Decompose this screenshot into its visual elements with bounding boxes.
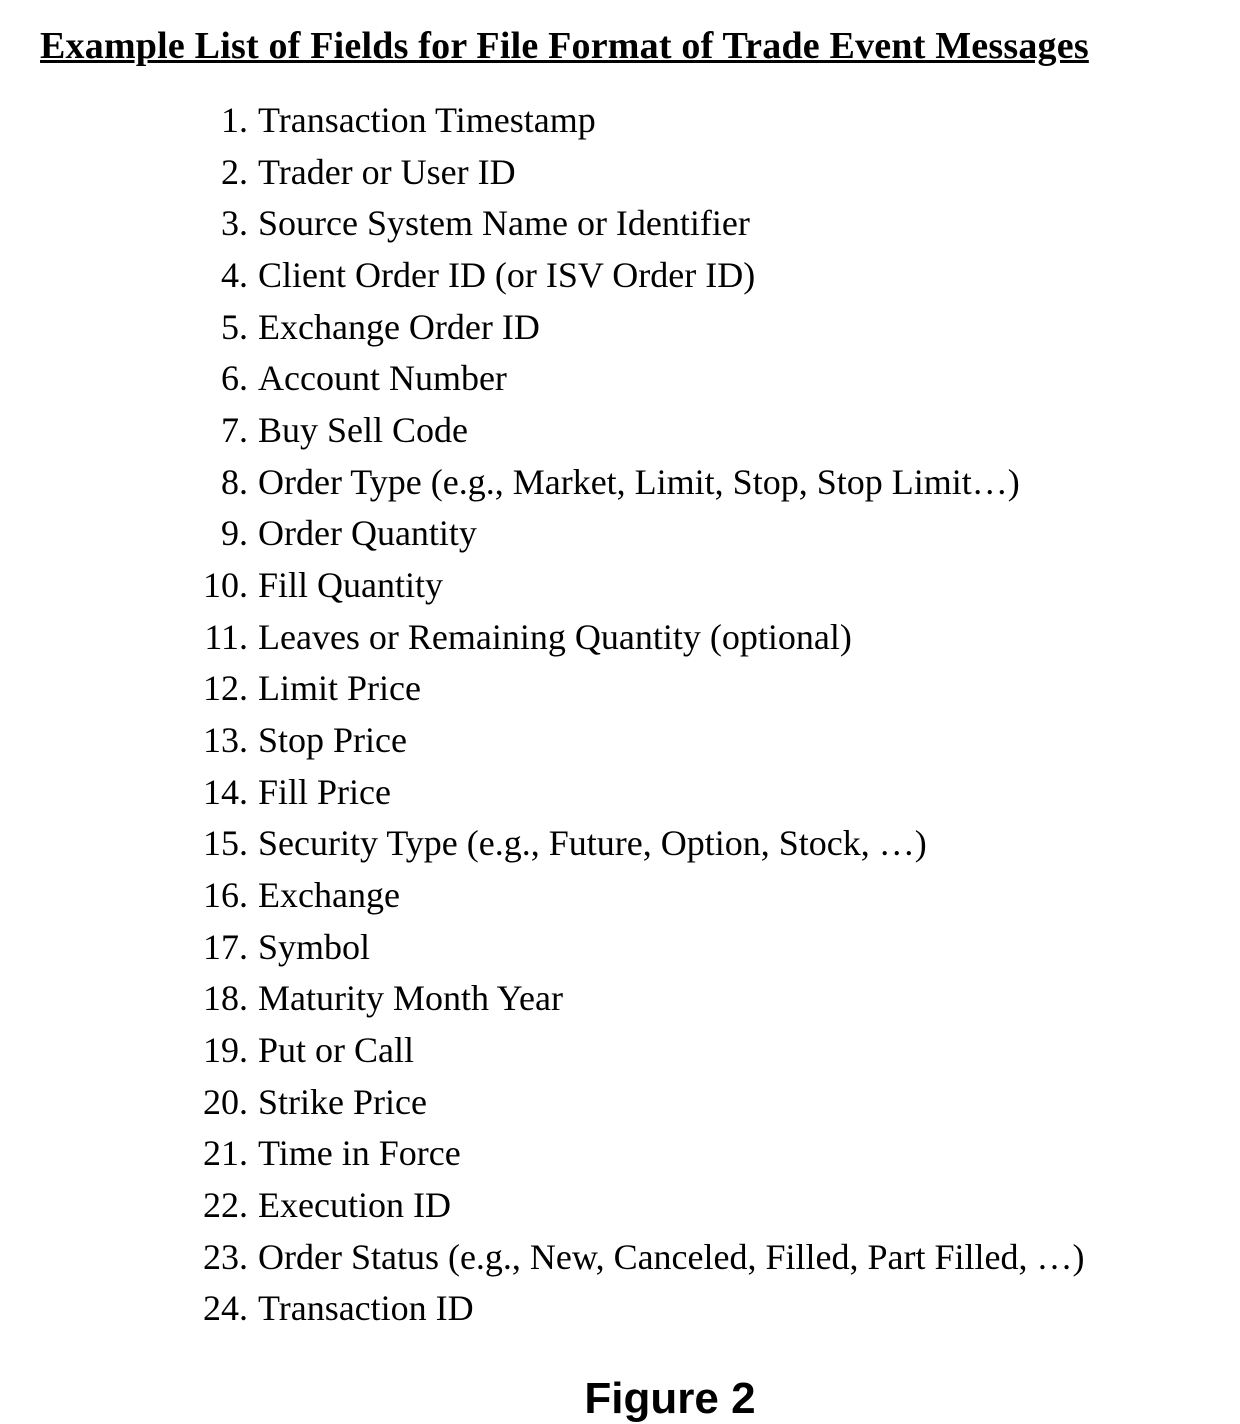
list-item: 2. Trader or User ID: [200, 148, 1200, 198]
item-text: Transaction Timestamp: [258, 96, 1200, 146]
item-number: 16.: [200, 871, 258, 921]
list-item: 9. Order Quantity: [200, 509, 1200, 559]
item-text: Security Type (e.g., Future, Option, Sto…: [258, 819, 1200, 869]
item-text: Strike Price: [258, 1078, 1200, 1128]
list-item: 24. Transaction ID: [200, 1284, 1200, 1334]
list-item: 23. Order Status (e.g., New, Canceled, F…: [200, 1233, 1200, 1283]
list-item: 20. Strike Price: [200, 1078, 1200, 1128]
item-text: Exchange: [258, 871, 1200, 921]
item-text: Leaves or Remaining Quantity (optional): [258, 613, 1200, 663]
list-item: 18. Maturity Month Year: [200, 974, 1200, 1024]
item-text: Client Order ID (or ISV Order ID): [258, 251, 1200, 301]
list-item: 19. Put or Call: [200, 1026, 1200, 1076]
item-number: 24.: [200, 1284, 258, 1334]
list-item: 13. Stop Price: [200, 716, 1200, 766]
item-number: 7.: [200, 406, 258, 456]
item-text: Fill Quantity: [258, 561, 1200, 611]
list-item: 3. Source System Name or Identifier: [200, 199, 1200, 249]
list-item: 21. Time in Force: [200, 1129, 1200, 1179]
item-text: Fill Price: [258, 768, 1200, 818]
item-text: Account Number: [258, 354, 1200, 404]
item-number: 22.: [200, 1181, 258, 1231]
item-text: Buy Sell Code: [258, 406, 1200, 456]
item-text: Maturity Month Year: [258, 974, 1200, 1024]
item-number: 11.: [200, 613, 258, 663]
list-item: 14. Fill Price: [200, 768, 1200, 818]
item-number: 1.: [200, 96, 258, 146]
item-text: Time in Force: [258, 1129, 1200, 1179]
field-list: 1. Transaction Timestamp 2. Trader or Us…: [40, 96, 1200, 1334]
figure-label: Figure 2: [40, 1374, 1200, 1424]
item-number: 10.: [200, 561, 258, 611]
list-item: 1. Transaction Timestamp: [200, 96, 1200, 146]
item-number: 23.: [200, 1233, 258, 1283]
item-text: Trader or User ID: [258, 148, 1200, 198]
item-number: 21.: [200, 1129, 258, 1179]
item-text: Order Quantity: [258, 509, 1200, 559]
item-number: 19.: [200, 1026, 258, 1076]
item-number: 8.: [200, 458, 258, 508]
item-text: Put or Call: [258, 1026, 1200, 1076]
list-item: 12. Limit Price: [200, 664, 1200, 714]
item-text: Symbol: [258, 923, 1200, 973]
document-title: Example List of Fields for File Format o…: [40, 24, 1200, 68]
item-text: Stop Price: [258, 716, 1200, 766]
list-item: 8. Order Type (e.g., Market, Limit, Stop…: [200, 458, 1200, 508]
item-number: 9.: [200, 509, 258, 559]
list-item: 7. Buy Sell Code: [200, 406, 1200, 456]
list-item: 17. Symbol: [200, 923, 1200, 973]
list-item: 16. Exchange: [200, 871, 1200, 921]
item-number: 20.: [200, 1078, 258, 1128]
item-text: Execution ID: [258, 1181, 1200, 1231]
item-text: Transaction ID: [258, 1284, 1200, 1334]
item-number: 18.: [200, 974, 258, 1024]
item-text: Order Type (e.g., Market, Limit, Stop, S…: [258, 458, 1200, 508]
list-item: 15. Security Type (e.g., Future, Option,…: [200, 819, 1200, 869]
item-text: Order Status (e.g., New, Canceled, Fille…: [258, 1233, 1200, 1283]
item-text: Exchange Order ID: [258, 303, 1200, 353]
item-number: 3.: [200, 199, 258, 249]
item-number: 17.: [200, 923, 258, 973]
item-text: Source System Name or Identifier: [258, 199, 1200, 249]
item-number: 13.: [200, 716, 258, 766]
item-number: 2.: [200, 148, 258, 198]
list-item: 10. Fill Quantity: [200, 561, 1200, 611]
list-item: 11. Leaves or Remaining Quantity (option…: [200, 613, 1200, 663]
item-number: 4.: [200, 251, 258, 301]
item-number: 14.: [200, 768, 258, 818]
item-number: 12.: [200, 664, 258, 714]
list-item: 22. Execution ID: [200, 1181, 1200, 1231]
list-item: 4. Client Order ID (or ISV Order ID): [200, 251, 1200, 301]
list-item: 6. Account Number: [200, 354, 1200, 404]
item-number: 15.: [200, 819, 258, 869]
list-item: 5. Exchange Order ID: [200, 303, 1200, 353]
item-number: 5.: [200, 303, 258, 353]
item-number: 6.: [200, 354, 258, 404]
item-text: Limit Price: [258, 664, 1200, 714]
